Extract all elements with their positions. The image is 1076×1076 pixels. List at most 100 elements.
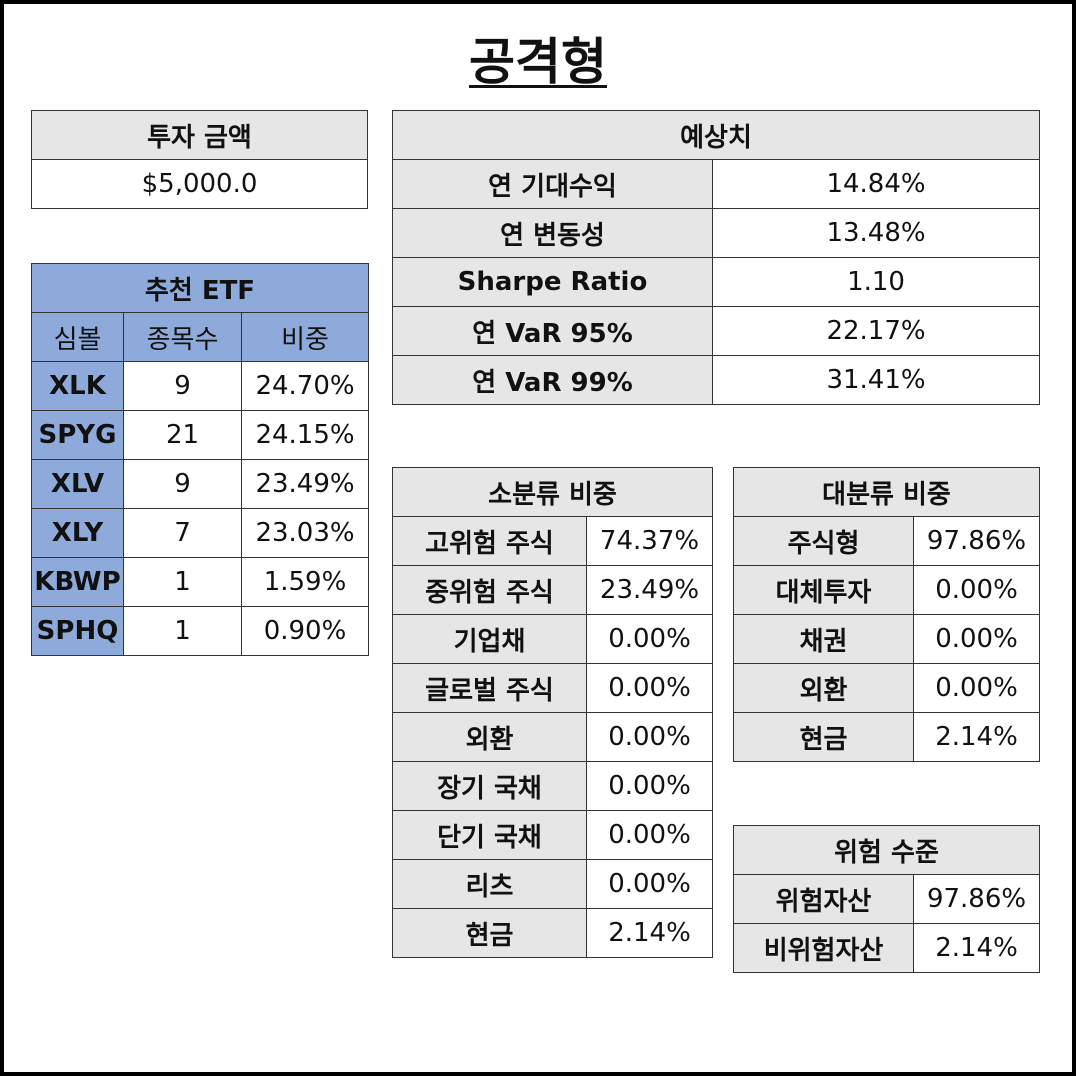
- main-category-value: 97.86%: [913, 516, 1040, 566]
- etf-weight: 23.03%: [240, 508, 370, 558]
- forecast-label: 연 기대수익: [392, 159, 713, 209]
- sub-category-value: 0.00%: [586, 712, 713, 762]
- table-row: 리츠 0.00%: [392, 859, 713, 909]
- investment-table: 투자 금액 $5,000.0: [31, 110, 368, 209]
- table-row: 위험자산 97.86%: [733, 874, 1041, 924]
- table-row: 연 VaR 99% 31.41%: [392, 355, 1041, 405]
- etf-col-weight: 비중: [240, 312, 370, 362]
- table-row: 고위험 주식 74.37%: [392, 516, 713, 566]
- table-row: 연 변동성 13.48%: [392, 208, 1041, 258]
- risk-level-label: 비위험자산: [733, 923, 914, 973]
- sub-category-label: 단기 국채: [392, 810, 587, 860]
- sub-category-value: 0.00%: [586, 859, 713, 909]
- forecast-value: 1.10: [711, 257, 1041, 307]
- main-category-value: 0.00%: [913, 663, 1040, 713]
- table-row: 장기 국채 0.00%: [392, 761, 713, 811]
- main-category-label: 채권: [733, 614, 914, 664]
- forecast-label: 연 VaR 99%: [392, 355, 713, 405]
- etf-symbol: SPHQ: [31, 606, 124, 656]
- sub-category-value: 0.00%: [586, 761, 713, 811]
- sub-category-label: 장기 국채: [392, 761, 587, 811]
- main-category-label: 주식형: [733, 516, 914, 566]
- page-title: 공격형: [469, 33, 607, 91]
- risk-level-value: 2.14%: [912, 923, 1041, 973]
- table-row: Sharpe Ratio 1.10: [392, 257, 1041, 307]
- etf-col-count: 종목수: [123, 312, 242, 362]
- table-row: 연 VaR 95% 22.17%: [392, 306, 1041, 356]
- etf-count: 9: [123, 361, 242, 411]
- sub-category-value: 23.49%: [586, 565, 713, 615]
- table-row: 대체투자 0.00%: [733, 565, 1040, 615]
- etf-count: 1: [123, 557, 242, 607]
- forecast-label: 연 VaR 95%: [392, 306, 713, 356]
- table-row: XLV 9 23.49%: [31, 459, 370, 509]
- table-row: 외환 0.00%: [392, 712, 713, 762]
- table-row: 글로벌 주식 0.00%: [392, 663, 713, 713]
- main-category-header: 대분류 비중: [733, 467, 1040, 517]
- forecast-value: 13.48%: [711, 208, 1041, 258]
- sub-category-value: 0.00%: [586, 810, 713, 860]
- table-row: KBWP 1 1.59%: [31, 557, 370, 607]
- sub-category-label: 중위험 주식: [392, 565, 587, 615]
- sub-category-header: 소분류 비중: [392, 467, 713, 517]
- etf-header: 추천 ETF: [30, 263, 370, 313]
- etf-symbol: XLK: [31, 361, 124, 411]
- etf-weight: 23.49%: [240, 459, 370, 509]
- sub-category-value: 74.37%: [586, 516, 713, 566]
- table-row: 주식형 97.86%: [733, 516, 1040, 566]
- forecast-label: Sharpe Ratio: [392, 257, 713, 307]
- main-category-label: 외환: [733, 663, 914, 713]
- etf-weight: 24.70%: [240, 361, 370, 411]
- etf-symbol: KBWP: [31, 557, 124, 607]
- forecast-value: 14.84%: [711, 159, 1041, 209]
- sub-category-value: 2.14%: [586, 908, 713, 958]
- table-row: 기업채 0.00%: [392, 614, 713, 664]
- etf-count: 21: [123, 410, 242, 460]
- table-row: SPYG 21 24.15%: [31, 410, 370, 460]
- sub-category-value: 0.00%: [586, 614, 713, 664]
- etf-col-symbol: 심볼: [31, 312, 124, 362]
- table-row: 현금 2.14%: [392, 908, 713, 958]
- table-row: 단기 국채 0.00%: [392, 810, 713, 860]
- forecast-label: 연 변동성: [392, 208, 713, 258]
- main-category-value: 2.14%: [913, 712, 1040, 762]
- etf-symbol: XLV: [31, 459, 124, 509]
- investment-header: 투자 금액: [31, 110, 368, 160]
- risk-level-label: 위험자산: [733, 874, 914, 924]
- etf-weight: 1.59%: [240, 557, 370, 607]
- main-category-label: 현금: [733, 712, 914, 762]
- sub-category-value: 0.00%: [586, 663, 713, 713]
- etf-count: 7: [123, 508, 242, 558]
- table-row: 비위험자산 2.14%: [733, 923, 1041, 973]
- sub-category-label: 기업채: [392, 614, 587, 664]
- table-row: SPHQ 1 0.90%: [31, 606, 370, 656]
- table-row: 채권 0.00%: [733, 614, 1040, 664]
- forecast-header: 예상치: [391, 110, 1041, 160]
- table-row: XLY 7 23.03%: [31, 508, 370, 558]
- main-category-label: 대체투자: [733, 565, 914, 615]
- main-category-value: 0.00%: [913, 565, 1040, 615]
- sub-category-label: 고위험 주식: [392, 516, 587, 566]
- etf-weight: 0.90%: [240, 606, 370, 656]
- etf-symbol: SPYG: [31, 410, 124, 460]
- etf-count: 9: [123, 459, 242, 509]
- table-row: 연 기대수익 14.84%: [392, 159, 1041, 209]
- etf-count: 1: [123, 606, 242, 656]
- investment-amount: $5,000.0: [31, 159, 368, 209]
- etf-symbol: XLY: [31, 508, 124, 558]
- risk-level-header: 위험 수준: [732, 825, 1041, 875]
- etf-weight: 24.15%: [240, 410, 370, 460]
- table-row: XLK 9 24.70%: [31, 361, 370, 411]
- forecast-value: 31.41%: [711, 355, 1041, 405]
- table-row: 현금 2.14%: [733, 712, 1040, 762]
- table-row: 중위험 주식 23.49%: [392, 565, 713, 615]
- risk-level-table: 위험 수준 위험자산 97.86% 비위험자산 2.14%: [732, 825, 1041, 973]
- main-category-table: 대분류 비중 주식형 97.86% 대체투자 0.00% 채권 0.00% 외환…: [733, 467, 1040, 762]
- sub-category-label: 외환: [392, 712, 587, 762]
- table-row: 외환 0.00%: [733, 663, 1040, 713]
- sub-category-label: 리츠: [392, 859, 587, 909]
- sub-category-label: 글로벌 주식: [392, 663, 587, 713]
- sub-category-table: 소분류 비중 고위험 주식 74.37% 중위험 주식 23.49% 기업채 0…: [392, 467, 713, 958]
- main-category-value: 0.00%: [913, 614, 1040, 664]
